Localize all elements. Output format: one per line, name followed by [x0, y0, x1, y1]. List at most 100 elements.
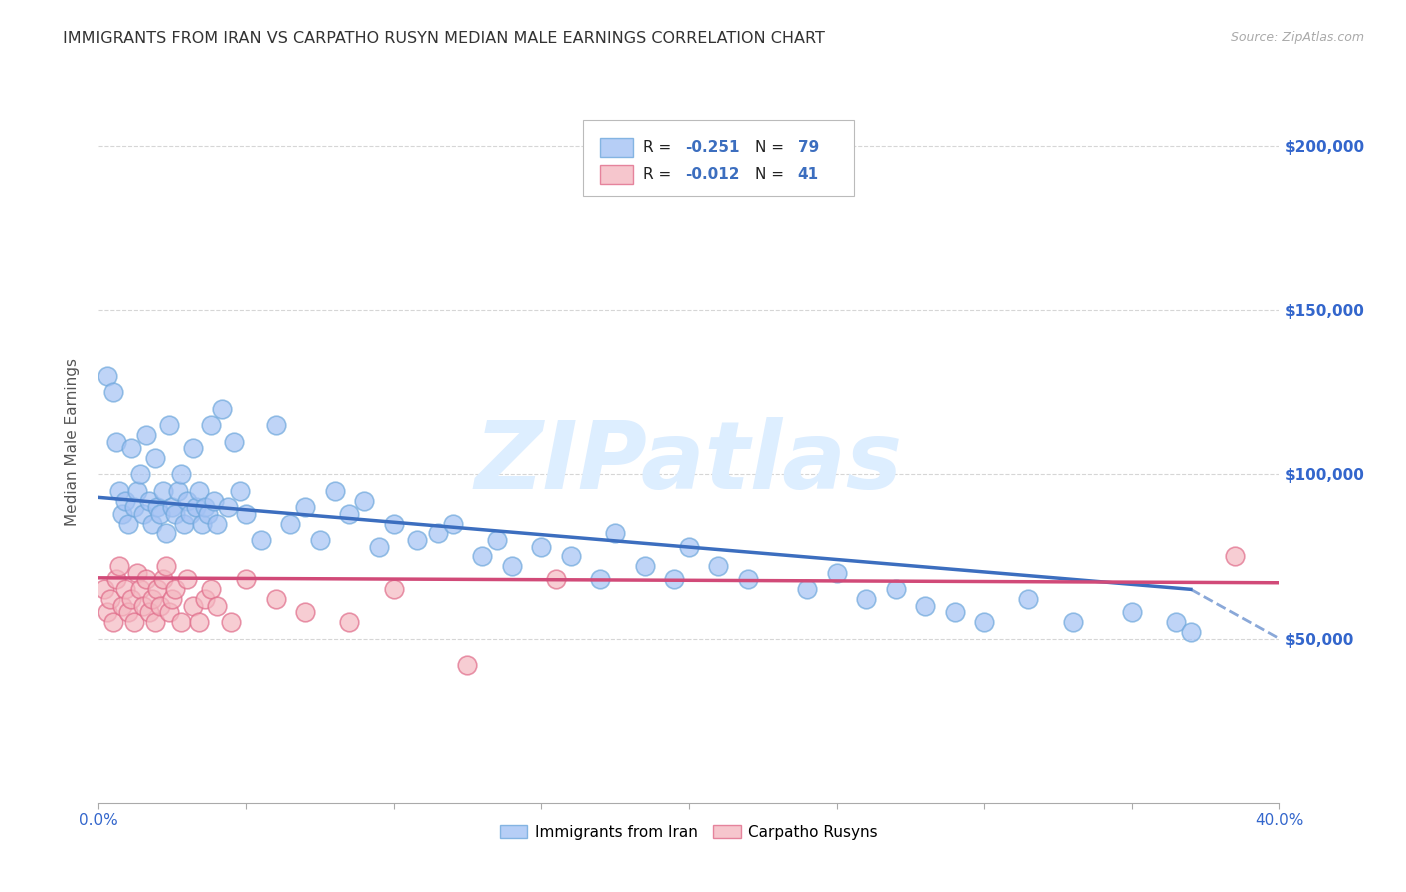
Point	[125, 566, 148, 580]
Point	[194, 500, 217, 515]
Point	[441, 516, 464, 531]
Point	[111, 599, 134, 613]
Point	[197, 507, 219, 521]
Point	[382, 582, 405, 597]
Point	[589, 573, 612, 587]
Point	[796, 582, 818, 597]
Point	[187, 483, 209, 498]
Point	[149, 507, 172, 521]
Point	[560, 549, 582, 564]
Point	[165, 507, 187, 521]
Bar	[600, 165, 634, 184]
Point	[143, 450, 166, 465]
Point	[120, 592, 142, 607]
Point	[250, 533, 273, 547]
Point	[155, 559, 177, 574]
Point	[108, 483, 131, 498]
Point	[217, 500, 239, 515]
Point	[229, 483, 252, 498]
Text: Source: ZipAtlas.com: Source: ZipAtlas.com	[1230, 31, 1364, 45]
Bar	[600, 138, 634, 157]
Point	[486, 533, 509, 547]
Point	[170, 615, 193, 630]
Text: R =: R =	[643, 140, 676, 155]
Point	[605, 526, 627, 541]
Point	[427, 526, 450, 541]
Point	[181, 599, 204, 613]
Point	[211, 401, 233, 416]
Point	[179, 507, 201, 521]
FancyBboxPatch shape	[582, 120, 855, 196]
Point	[187, 615, 209, 630]
Point	[884, 582, 907, 597]
Point	[280, 516, 302, 531]
Point	[471, 549, 494, 564]
Point	[235, 507, 257, 521]
Point	[120, 441, 142, 455]
Point	[141, 516, 163, 531]
Point	[309, 533, 332, 547]
Point	[1180, 625, 1202, 640]
Point	[96, 368, 118, 383]
Point	[221, 615, 243, 630]
Point	[181, 441, 204, 455]
Point	[294, 500, 316, 515]
Legend: Immigrants from Iran, Carpatho Rusyns: Immigrants from Iran, Carpatho Rusyns	[494, 819, 884, 846]
Point	[1062, 615, 1084, 630]
Point	[122, 500, 145, 515]
Point	[111, 507, 134, 521]
Point	[707, 559, 730, 574]
Point	[173, 516, 195, 531]
Point	[149, 599, 172, 613]
Point	[122, 615, 145, 630]
Point	[825, 566, 848, 580]
Point	[664, 573, 686, 587]
Point	[678, 540, 700, 554]
Point	[235, 573, 257, 587]
Point	[105, 573, 128, 587]
Text: 41: 41	[797, 167, 818, 182]
Point	[457, 657, 479, 672]
Point	[200, 582, 222, 597]
Point	[93, 582, 115, 597]
Point	[224, 434, 246, 449]
Point	[264, 418, 287, 433]
Point	[1166, 615, 1188, 630]
Point	[501, 559, 523, 574]
Point	[114, 582, 136, 597]
Point	[914, 599, 936, 613]
Point	[264, 592, 287, 607]
Point	[143, 615, 166, 630]
Point	[157, 605, 180, 619]
Point	[184, 500, 207, 515]
Point	[157, 418, 180, 433]
Point	[152, 573, 174, 587]
Point	[943, 605, 966, 619]
Point	[353, 493, 375, 508]
Y-axis label: Median Male Earnings: Median Male Earnings	[65, 358, 80, 525]
Point	[152, 483, 174, 498]
Text: R =: R =	[643, 167, 676, 182]
Point	[191, 516, 214, 531]
Point	[117, 605, 139, 619]
Point	[135, 428, 157, 442]
Point	[205, 516, 228, 531]
Point	[294, 605, 316, 619]
Point	[176, 573, 198, 587]
Point	[165, 582, 187, 597]
Point	[135, 573, 157, 587]
Point	[132, 507, 155, 521]
Point	[103, 385, 125, 400]
Point	[737, 573, 759, 587]
Point	[105, 434, 128, 449]
Point	[176, 493, 198, 508]
Point	[98, 592, 121, 607]
Text: ZIPatlas: ZIPatlas	[475, 417, 903, 509]
Point	[546, 573, 568, 587]
Point	[339, 615, 361, 630]
Point	[202, 493, 225, 508]
Point	[146, 582, 169, 597]
Point	[339, 507, 361, 521]
Point	[194, 592, 217, 607]
Point	[323, 483, 346, 498]
